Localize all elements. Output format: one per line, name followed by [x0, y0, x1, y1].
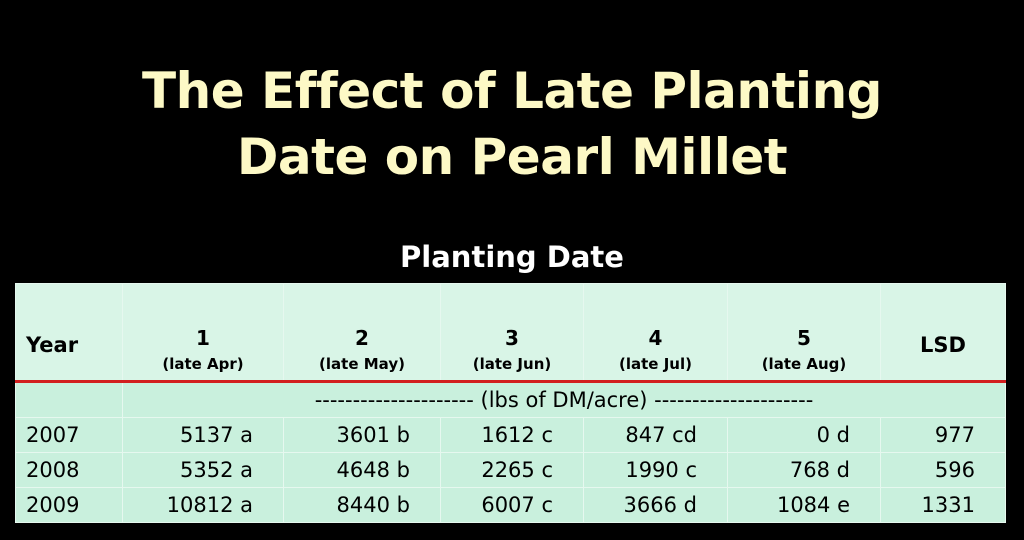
header-cell: Year	[15, 283, 123, 382]
title-line: Date on Pearl Millet	[236, 128, 788, 186]
cell: 977	[880, 417, 1006, 453]
header-cell: 5 (late Aug)	[727, 283, 881, 382]
cell: 2007	[15, 417, 123, 453]
cell: 2265 c	[440, 452, 584, 488]
cell: 596	[880, 452, 1006, 488]
units-row: --------------------- (lbs of DM/acre) -…	[15, 381, 1006, 418]
date-label: (late Apr)	[162, 355, 244, 373]
header-cell: 4 (late Jul)	[583, 283, 728, 382]
cell: 1990 c	[583, 452, 728, 488]
cell: 1084 e	[727, 487, 881, 523]
date-number: 3	[505, 326, 519, 350]
date-number: 1	[196, 326, 210, 350]
cell: 847 cd	[583, 417, 728, 453]
cell: 10812 a	[122, 487, 284, 523]
header-cell: 1 (late Apr)	[122, 283, 284, 382]
header-cell: 2 (late May)	[283, 283, 441, 382]
date-number: 5	[797, 326, 811, 350]
cell: 3601 b	[283, 417, 441, 453]
cell: 2009	[15, 487, 123, 523]
table-body: --------------------- (lbs of DM/acre) -…	[15, 381, 1006, 523]
header-row: Year 1 (late Apr) 2 (late May) 3 (late Jun) 4 (…	[15, 283, 1006, 382]
cell: 8440 b	[283, 487, 441, 523]
cell: 1331	[880, 487, 1006, 523]
table-caption: Planting Date	[400, 240, 624, 274]
cell: 3666 d	[583, 487, 728, 523]
table: Year 1 (late Apr) 2 (late May) 3 (late Jun) 4 (…	[15, 283, 1006, 523]
date-number: 2	[355, 326, 369, 350]
cell: 5352 a	[122, 452, 284, 488]
data-row: 2008 5352 a 4648 b 2265 c 1990 c 768 d 596	[15, 452, 1006, 488]
cell: 768 d	[727, 452, 881, 488]
cell: 5137 a	[122, 417, 284, 453]
header-cell: 3 (late Jun)	[440, 283, 584, 382]
date-label: (late Jun)	[472, 355, 552, 373]
cell: 2008	[15, 452, 123, 488]
cell	[15, 381, 123, 418]
data-row: 2009 10812 a 8440 b 6007 c 3666 d 1084 e 1331	[15, 487, 1006, 523]
title-line: The Effect of Late Planting	[142, 62, 882, 120]
date-label: (late Aug)	[761, 355, 847, 373]
date-number: 4	[648, 326, 663, 350]
units-cell: --------------------- (lbs of DM/acre) -…	[122, 381, 1006, 418]
cell: 4648 b	[283, 452, 441, 488]
data-row: 2007 5137 a 3601 b 1612 c 847 cd 0 d 977	[15, 417, 1006, 453]
cell: 0 d	[727, 417, 881, 453]
date-label: (late May)	[319, 355, 405, 373]
header-cell: LSD	[880, 283, 1006, 382]
date-label: (late Jul)	[619, 355, 692, 373]
cell: 1612 c	[440, 417, 584, 453]
cell: 6007 c	[440, 487, 584, 523]
